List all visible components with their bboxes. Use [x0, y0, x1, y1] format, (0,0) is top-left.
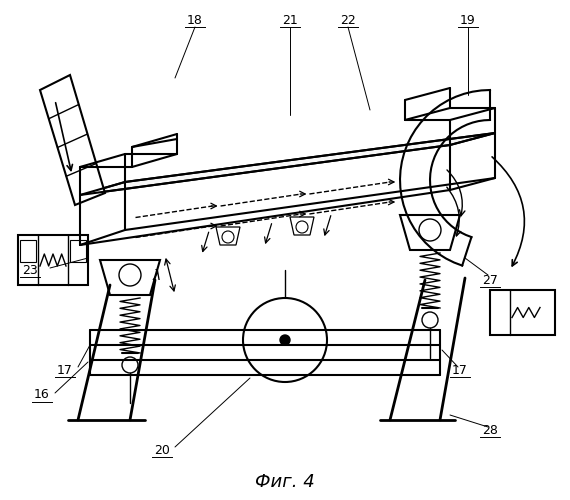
- Text: 19: 19: [460, 14, 476, 26]
- Bar: [18, 235, 88, 285]
- Polygon shape: [100, 260, 160, 295]
- Text: Фиг. 4: Фиг. 4: [255, 473, 315, 491]
- Polygon shape: [80, 133, 495, 195]
- Text: 17: 17: [57, 364, 73, 376]
- Polygon shape: [290, 217, 314, 235]
- Text: 28: 28: [482, 424, 498, 436]
- Polygon shape: [40, 75, 105, 205]
- Circle shape: [280, 335, 290, 345]
- Text: 17: 17: [452, 364, 468, 376]
- Text: 18: 18: [187, 14, 203, 26]
- Polygon shape: [216, 227, 240, 245]
- Bar: [70, 240, 86, 262]
- Polygon shape: [400, 215, 460, 250]
- Bar: [490, 290, 555, 335]
- Text: 21: 21: [282, 14, 298, 26]
- Text: 22: 22: [340, 14, 356, 26]
- Text: 20: 20: [154, 444, 170, 456]
- Text: 27: 27: [482, 274, 498, 286]
- Text: 23: 23: [22, 264, 38, 276]
- Bar: [20, 240, 36, 262]
- Text: $\lambda$: $\lambda$: [152, 268, 162, 282]
- Text: 16: 16: [34, 388, 50, 402]
